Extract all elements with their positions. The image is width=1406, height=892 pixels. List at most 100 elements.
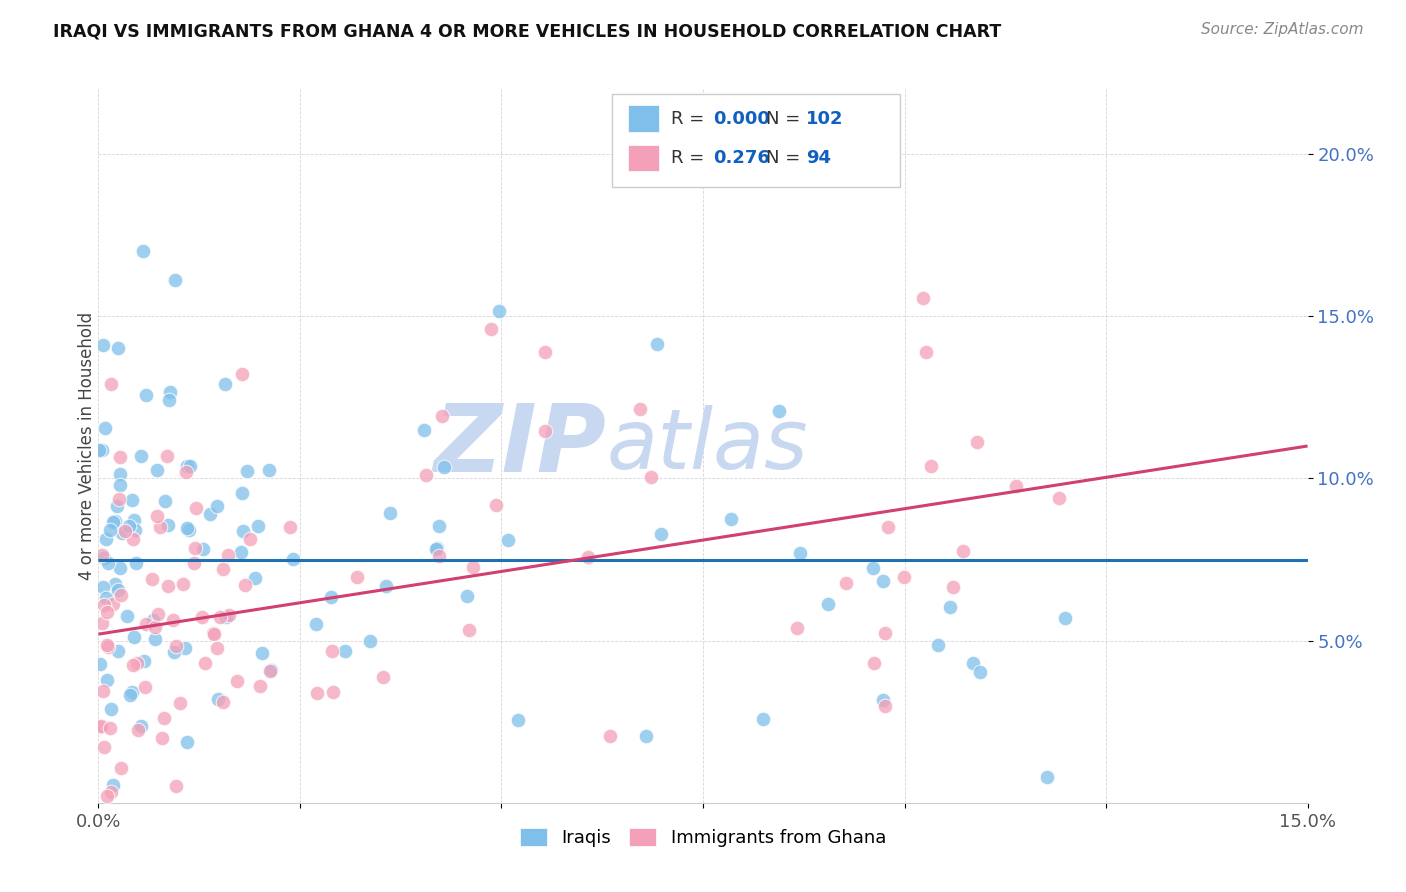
Point <box>281 552 304 566</box>
Point <box>142 613 165 627</box>
Point <box>156 449 179 463</box>
Point <box>231 486 253 500</box>
Point <box>260 663 283 677</box>
Point <box>91 338 114 352</box>
Point <box>599 729 621 743</box>
Point <box>456 589 478 603</box>
Point <box>143 620 166 634</box>
Point <box>107 341 129 355</box>
Point <box>862 657 884 671</box>
Point <box>359 633 381 648</box>
Point <box>110 588 132 602</box>
Point <box>1004 479 1026 493</box>
Point <box>425 541 447 556</box>
Point <box>117 609 139 624</box>
Point <box>319 590 342 604</box>
Point <box>231 367 253 381</box>
Point <box>458 623 481 637</box>
Point <box>176 458 198 473</box>
Point <box>163 273 186 287</box>
Point <box>177 523 200 537</box>
Point <box>232 524 254 538</box>
Point <box>966 434 988 449</box>
Point <box>159 384 181 399</box>
Point <box>229 545 252 559</box>
Point <box>893 570 915 584</box>
Point <box>125 557 148 571</box>
Point <box>162 613 184 627</box>
Point <box>87 443 110 458</box>
Point <box>90 442 112 457</box>
Point <box>135 387 157 401</box>
Point <box>305 616 328 631</box>
Point <box>640 470 662 484</box>
Point <box>163 645 186 659</box>
Point <box>176 735 198 749</box>
Point <box>333 643 356 657</box>
Text: IRAQI VS IMMIGRANTS FROM GHANA 4 OR MORE VEHICLES IN HOUSEHOLD CORRELATION CHART: IRAQI VS IMMIGRANTS FROM GHANA 4 OR MORE… <box>53 22 1001 40</box>
Point <box>103 597 125 611</box>
Point <box>236 464 259 478</box>
Point <box>201 626 224 640</box>
Point <box>149 520 172 534</box>
Point <box>247 518 270 533</box>
Point <box>235 578 257 592</box>
Y-axis label: 4 or more Vehicles in Household: 4 or more Vehicles in Household <box>79 312 96 580</box>
Point <box>183 556 205 570</box>
Point <box>131 244 153 258</box>
Text: atlas: atlas <box>606 406 808 486</box>
Point <box>322 684 344 698</box>
Point <box>202 627 225 641</box>
Text: 0.276: 0.276 <box>713 149 769 167</box>
Point <box>100 721 122 735</box>
Point <box>479 321 502 335</box>
Point <box>96 638 118 652</box>
Point <box>110 761 132 775</box>
Point <box>91 581 114 595</box>
Text: R =: R = <box>671 110 704 128</box>
Point <box>942 580 965 594</box>
Point <box>184 541 207 556</box>
Point <box>104 514 127 528</box>
Point <box>375 579 398 593</box>
Point <box>127 723 149 737</box>
Point <box>636 729 658 743</box>
Point <box>105 499 128 513</box>
Point <box>101 778 124 792</box>
Point <box>927 638 949 652</box>
Point <box>90 718 112 732</box>
Point <box>217 548 239 562</box>
Text: N =: N = <box>766 149 800 167</box>
Point <box>97 640 120 655</box>
Point <box>576 550 599 565</box>
Point <box>122 532 145 546</box>
Point <box>100 702 122 716</box>
Point <box>93 684 115 698</box>
Point <box>952 543 974 558</box>
Point <box>817 597 839 611</box>
Point <box>108 561 131 575</box>
Point <box>94 591 117 606</box>
Point <box>873 626 896 640</box>
Point <box>108 467 131 482</box>
Point <box>939 600 962 615</box>
Text: N =: N = <box>766 110 800 128</box>
Point <box>157 518 180 533</box>
Point <box>186 501 208 516</box>
Point <box>215 609 238 624</box>
Point <box>198 507 221 521</box>
Point <box>211 562 233 576</box>
Point <box>1036 770 1059 784</box>
Point <box>104 577 127 591</box>
Point <box>107 644 129 658</box>
Point <box>920 458 942 473</box>
Point <box>96 789 118 804</box>
Point <box>257 463 280 477</box>
Point <box>94 421 117 435</box>
Point <box>488 303 510 318</box>
Point <box>153 494 176 508</box>
Point <box>121 658 143 673</box>
Point <box>321 644 343 658</box>
Point <box>131 719 153 733</box>
Point <box>100 376 122 391</box>
